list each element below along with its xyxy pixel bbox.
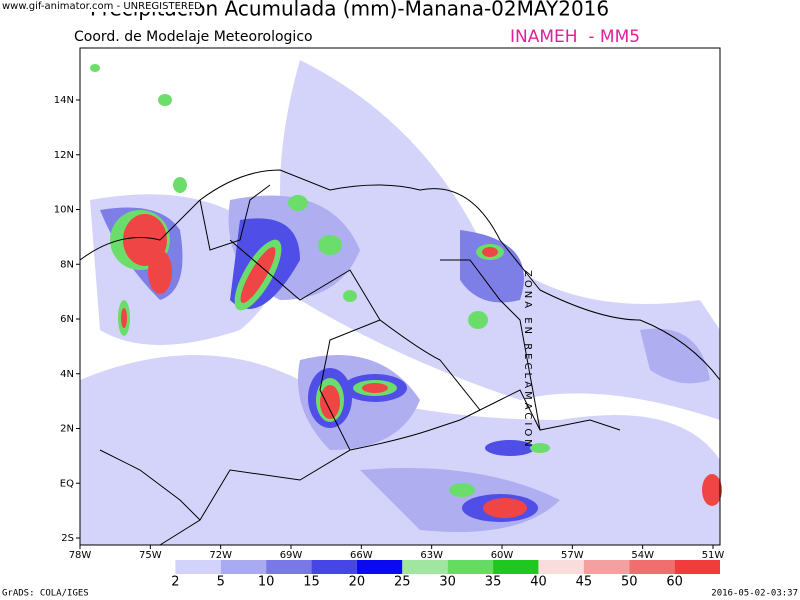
colorbar-box	[175, 560, 221, 574]
map-area: ZONA EN RECLAMACION	[79, 47, 722, 546]
colorbar-box	[356, 560, 403, 574]
lon-label: 60W	[491, 550, 514, 561]
colorbar-box	[266, 560, 312, 574]
lon-label: 51W	[702, 550, 725, 561]
watermark-bg	[0, 0, 200, 12]
lat-label: 8N	[60, 259, 74, 270]
colorbar-box	[447, 560, 494, 574]
lat-label: 2N	[60, 424, 74, 435]
colorbar-box	[674, 560, 720, 574]
lat-label: 10N	[54, 205, 74, 216]
footer-right: 2016-05-02-03:37	[711, 589, 798, 599]
lon-label: 66W	[350, 550, 373, 561]
colorbar-box	[220, 560, 267, 574]
lon-label: 69W	[280, 550, 303, 561]
lon-label: 57W	[561, 550, 584, 561]
lat-label: 12N	[54, 150, 74, 161]
colorbar-label: 5	[217, 575, 225, 590]
subtitle: Coord. de Modelaje Meteorologico	[74, 29, 313, 45]
footer-left: GrADS: COLA/IGES	[2, 589, 89, 599]
colorbar-label: 30	[439, 575, 456, 590]
lat-label: 2S	[61, 533, 74, 544]
lon-label: 72W	[209, 550, 232, 561]
colorbar-box	[583, 560, 630, 574]
lat-label: 4N	[60, 369, 74, 380]
lat-label: 14N	[54, 95, 74, 106]
colorbar-box	[311, 560, 357, 574]
colorbar-label: 15	[303, 575, 320, 590]
colorbar-box	[493, 560, 539, 574]
colorbar-label: 45	[576, 575, 593, 590]
coastlines	[79, 169, 721, 546]
title: Precipitacion Acumulada (mm)-Manana-02MA…	[90, 0, 609, 21]
agency: INAMEH - MM5	[510, 27, 640, 47]
zone-label: ZONA EN RECLAMACION	[522, 270, 533, 450]
colorbar-label: 35	[485, 575, 502, 590]
lon-label: 78W	[69, 550, 92, 561]
lat-label: 6N	[60, 314, 74, 325]
lat-label: EQ	[60, 478, 74, 489]
map-frame	[79, 47, 721, 546]
colorbar-box	[402, 560, 448, 574]
colorbar-label: 10	[258, 575, 275, 590]
colorbar-box	[130, 560, 176, 574]
lon-label: 63W	[420, 550, 443, 561]
lon-label: 75W	[139, 550, 162, 561]
colorbar-label: 40	[530, 575, 547, 590]
colorbar-label: 20	[349, 575, 366, 590]
colorbar-label: 60	[666, 575, 683, 590]
colorbar-label: 50	[621, 575, 638, 590]
colorbar-label: 25	[394, 575, 411, 590]
colorbar-box	[538, 560, 584, 574]
colorbar-box	[629, 560, 675, 574]
colorbar-label: 2	[171, 575, 179, 590]
watermark: www.gif-animator.com - UNREGISTERED	[2, 1, 202, 12]
lon-label: 54W	[631, 550, 654, 561]
precip-field	[80, 60, 722, 545]
